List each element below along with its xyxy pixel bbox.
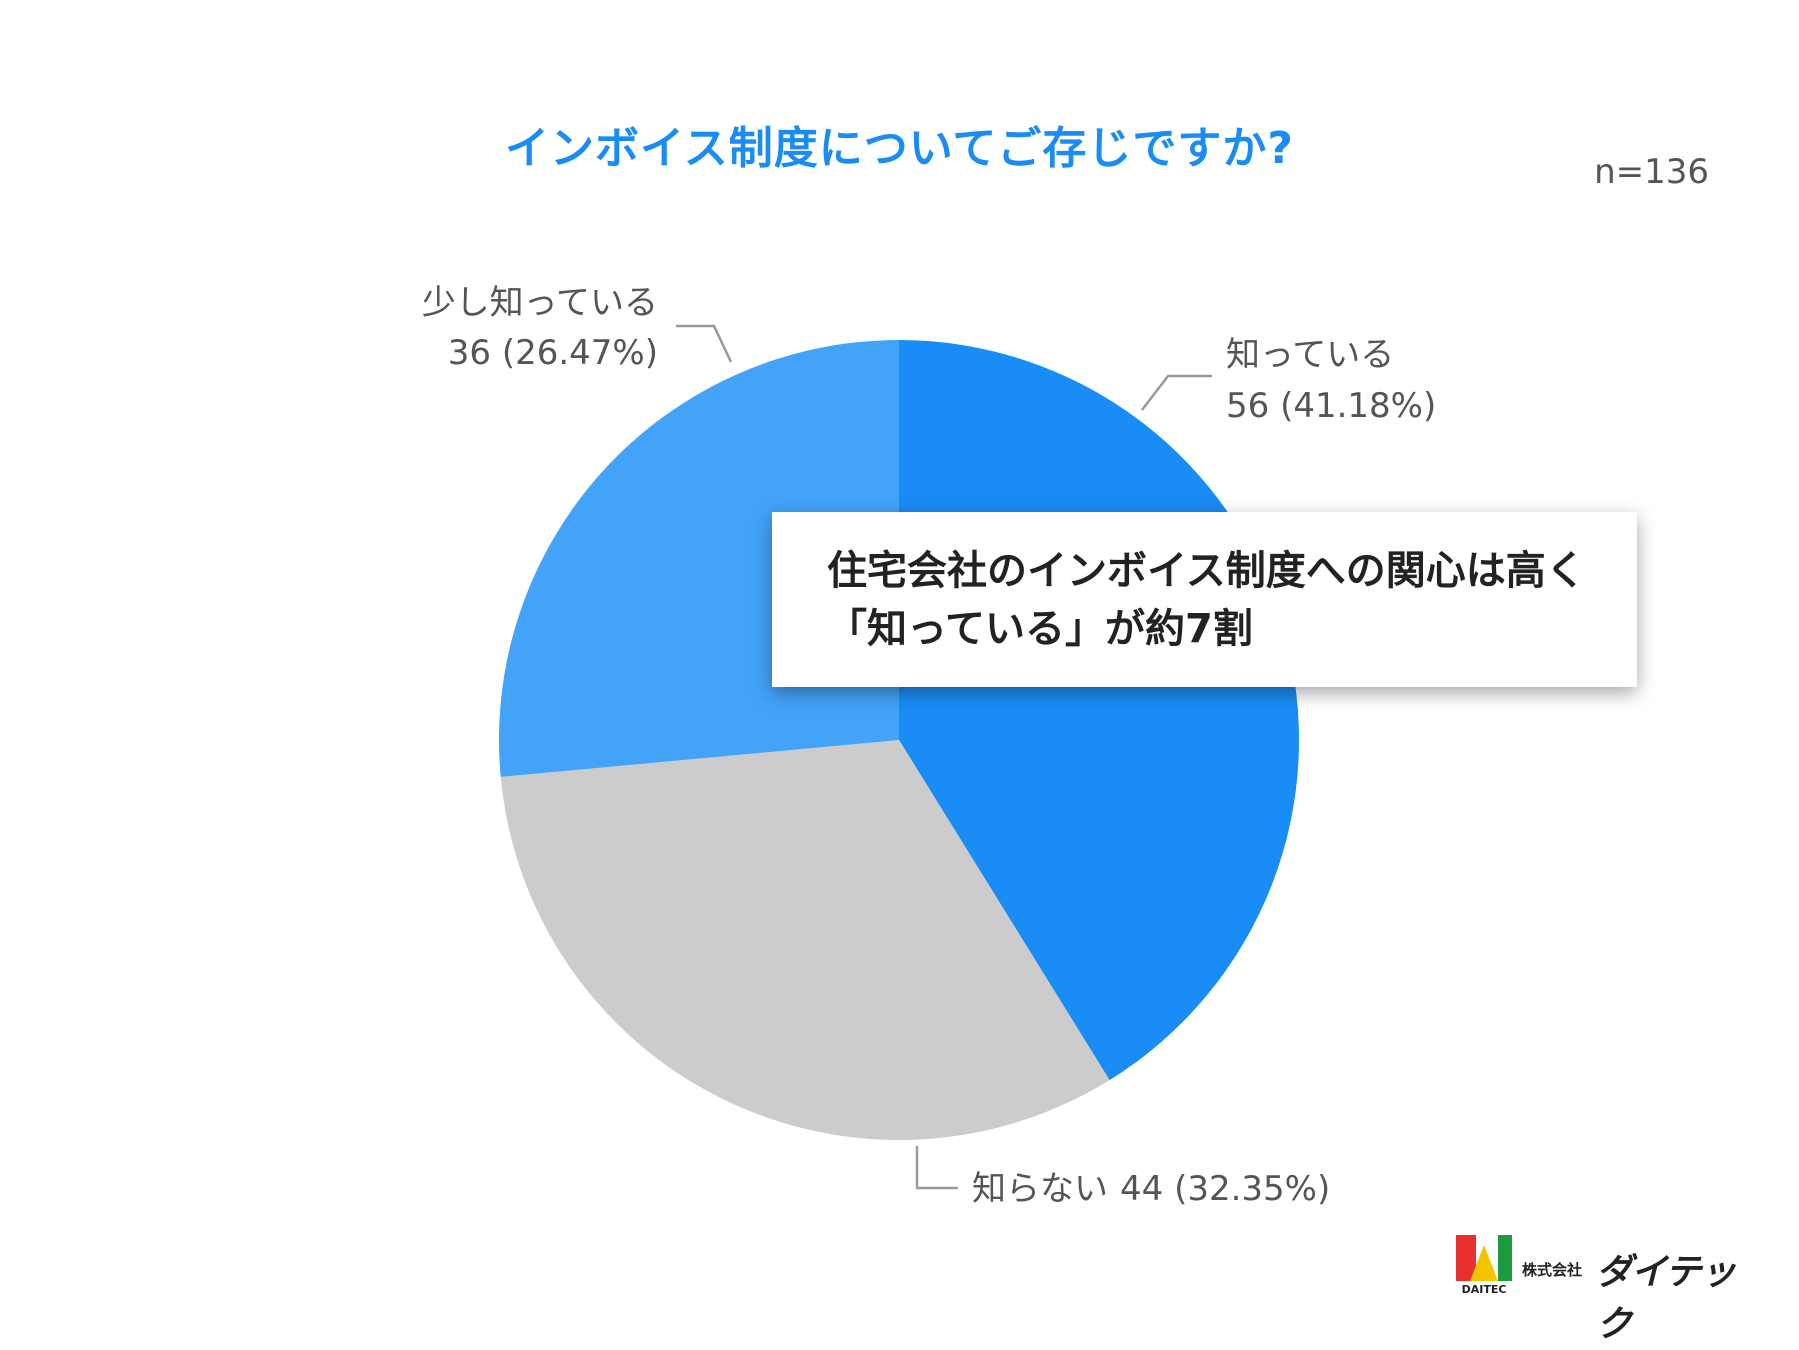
logo-company-prefix: 株式会社 <box>1522 1261 1583 1279</box>
leader-line-dont-know <box>915 1146 958 1190</box>
leader-line-little <box>676 324 733 363</box>
chart-title: インボイス制度についてご存じですか? <box>505 123 1294 174</box>
callout-box: 住宅会社のインボイス制度への関心は高く 「知っている」が約7割 <box>772 512 1637 687</box>
slice-label-know-name: 知っている <box>1226 335 1394 375</box>
leader-line-know <box>1141 374 1212 411</box>
daitec-logo-mark <box>1456 1235 1512 1281</box>
company-logo: DAITEC 株式会社 ダイテック <box>1456 1235 1741 1345</box>
slice-label-dont-know-value: 44 (32.35%) <box>1120 1169 1330 1209</box>
pie-slice-dont-know <box>500 740 1110 1140</box>
slice-label-little-name: 少し知っている <box>422 283 658 323</box>
sample-size: n=136 <box>1594 152 1709 192</box>
callout-line-2: 「知っている」が約7割 <box>827 606 1253 652</box>
slice-label-know-value: 56 (41.18%) <box>1226 386 1436 426</box>
logo-company-name: ダイテック <box>1596 1252 1736 1345</box>
logo-mark-text: DAITEC <box>1461 1283 1507 1296</box>
slice-label-dont-know-label: 知らない <box>972 1169 1108 1209</box>
slice-label-little-value: 36 (26.47%) <box>448 333 658 373</box>
slice-label-dont-know-name: 知らない 44 (32.35%) <box>972 1169 1330 1209</box>
callout-line-1: 住宅会社のインボイス制度への関心は高く <box>827 548 1586 594</box>
